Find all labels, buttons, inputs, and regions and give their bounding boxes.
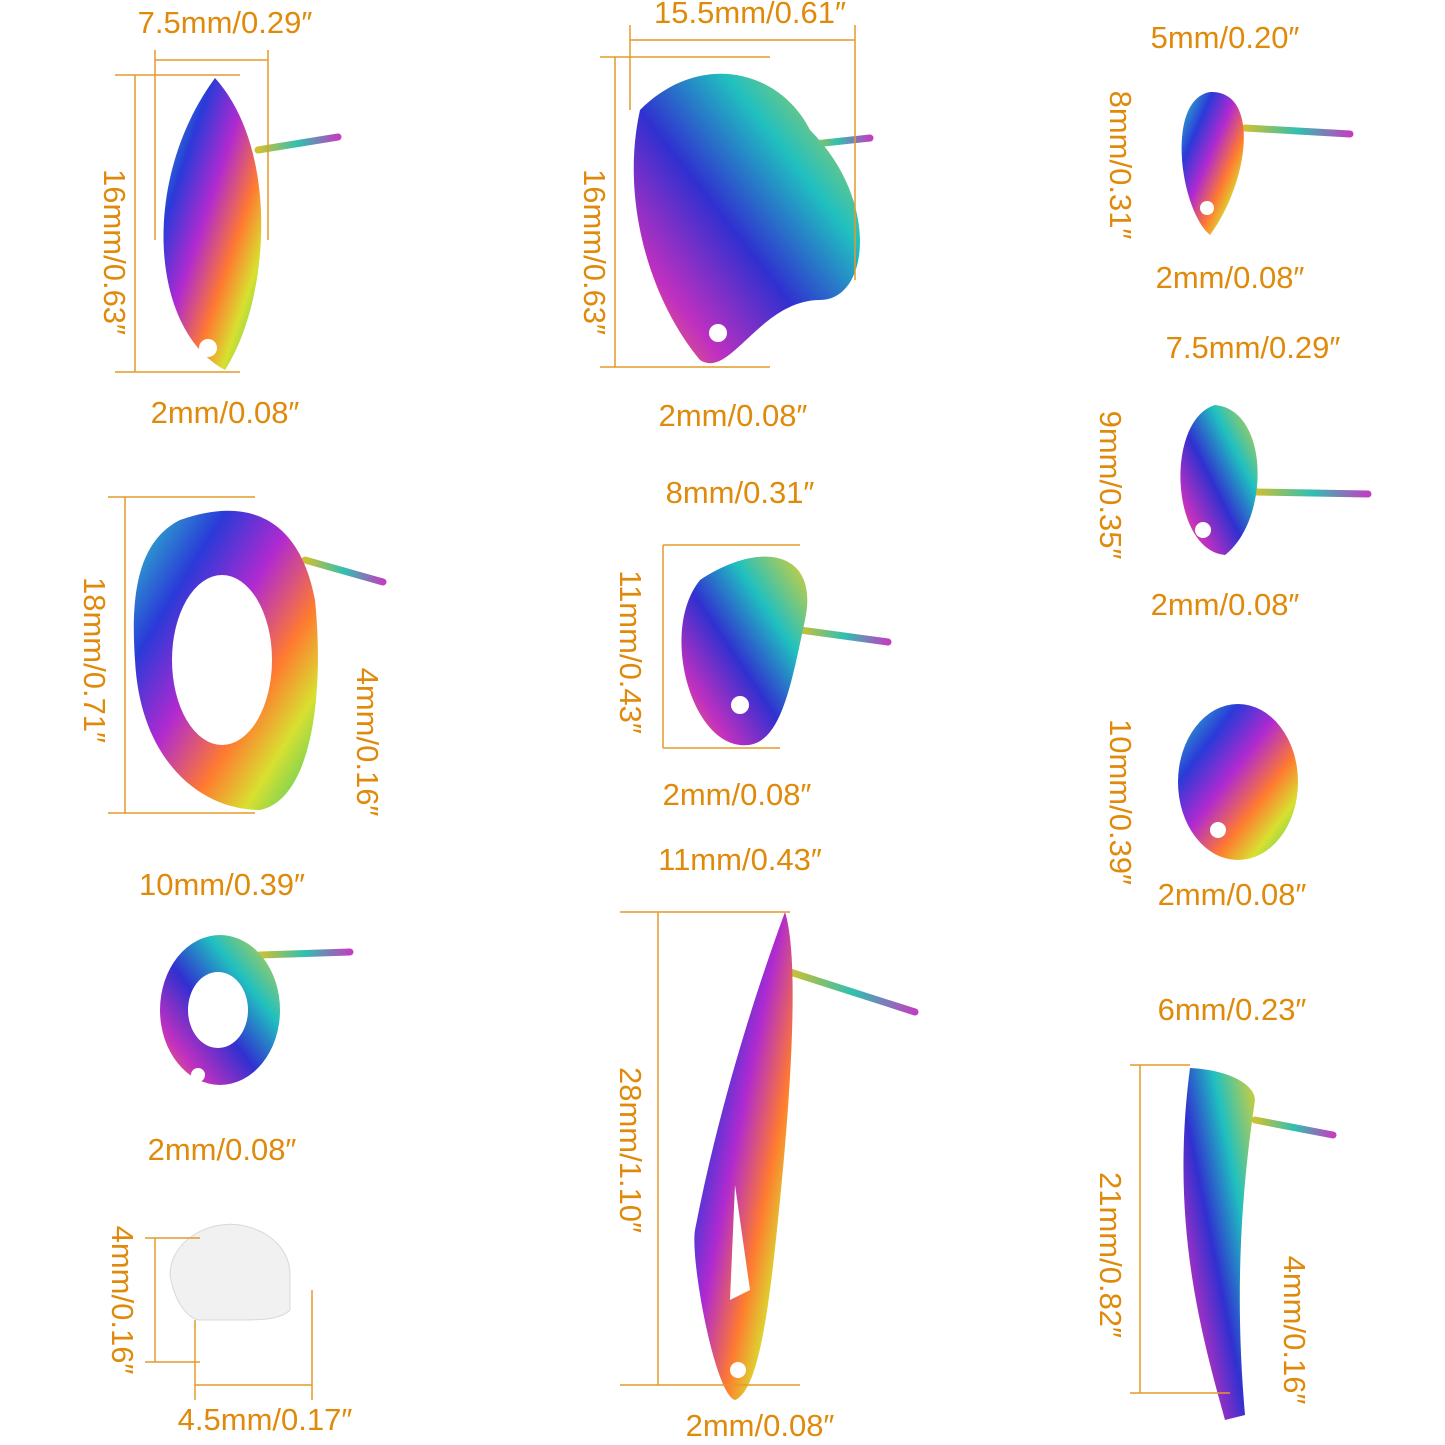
dimension-lines [108, 25, 1230, 1400]
dimension-label: 18mm/0.71″ [77, 577, 112, 743]
dimension-label: 11mm/0.43″ [613, 570, 648, 734]
dimension-label: 11mm/0.43″ [658, 842, 822, 877]
dimension-label: 8mm/0.31″ [1103, 91, 1138, 240]
dimension-label: 15.5mm/0.61″ [654, 0, 846, 30]
dimension-label: 2mm/0.08″ [663, 777, 812, 812]
dimension-label: 16mm/0.63″ [97, 169, 132, 335]
dimension-label: 9mm/0.35″ [1093, 411, 1128, 560]
dimension-label: 4mm/0.16″ [1277, 1256, 1312, 1405]
dimension-label: 4mm/0.16″ [105, 1226, 140, 1375]
dimension-label: 6mm/0.23″ [1158, 992, 1307, 1027]
dimension-label: 2mm/0.08″ [1156, 260, 1305, 295]
dimension-label: 5mm/0.20″ [1151, 20, 1300, 55]
dimension-label: 2mm/0.08″ [151, 395, 300, 430]
products [133, 73, 1372, 1420]
dimension-label: 4mm/0.16″ [350, 668, 385, 817]
dimension-label: 28mm/1.10″ [613, 1067, 648, 1233]
dimension-label: 2mm/0.08″ [1151, 587, 1300, 622]
dimension-label: 2mm/0.08″ [148, 1132, 297, 1167]
dimension-label: 7.5mm/0.29″ [1166, 330, 1341, 365]
dimension-label: 2mm/0.08″ [1158, 877, 1307, 912]
dimension-label: 21mm/0.82″ [1093, 1172, 1128, 1338]
dimension-label: 7.5mm/0.29″ [138, 5, 313, 40]
dimension-label: 2mm/0.08″ [659, 398, 808, 433]
dimension-label: 2mm/0.08″ [686, 1408, 835, 1443]
dimension-label: 8mm/0.31″ [666, 475, 815, 510]
dimension-labels: 7.5mm/0.29″ 16mm/0.63″ 2mm/0.08″ 15.5mm/0.6… [77, 0, 1341, 1443]
dimension-label: 10mm/0.39″ [1103, 719, 1138, 885]
dimension-label: 16mm/0.63″ [577, 169, 612, 335]
dimension-label: 4.5mm/0.17″ [178, 1402, 353, 1437]
dimension-label: 10mm/0.39″ [139, 867, 305, 902]
